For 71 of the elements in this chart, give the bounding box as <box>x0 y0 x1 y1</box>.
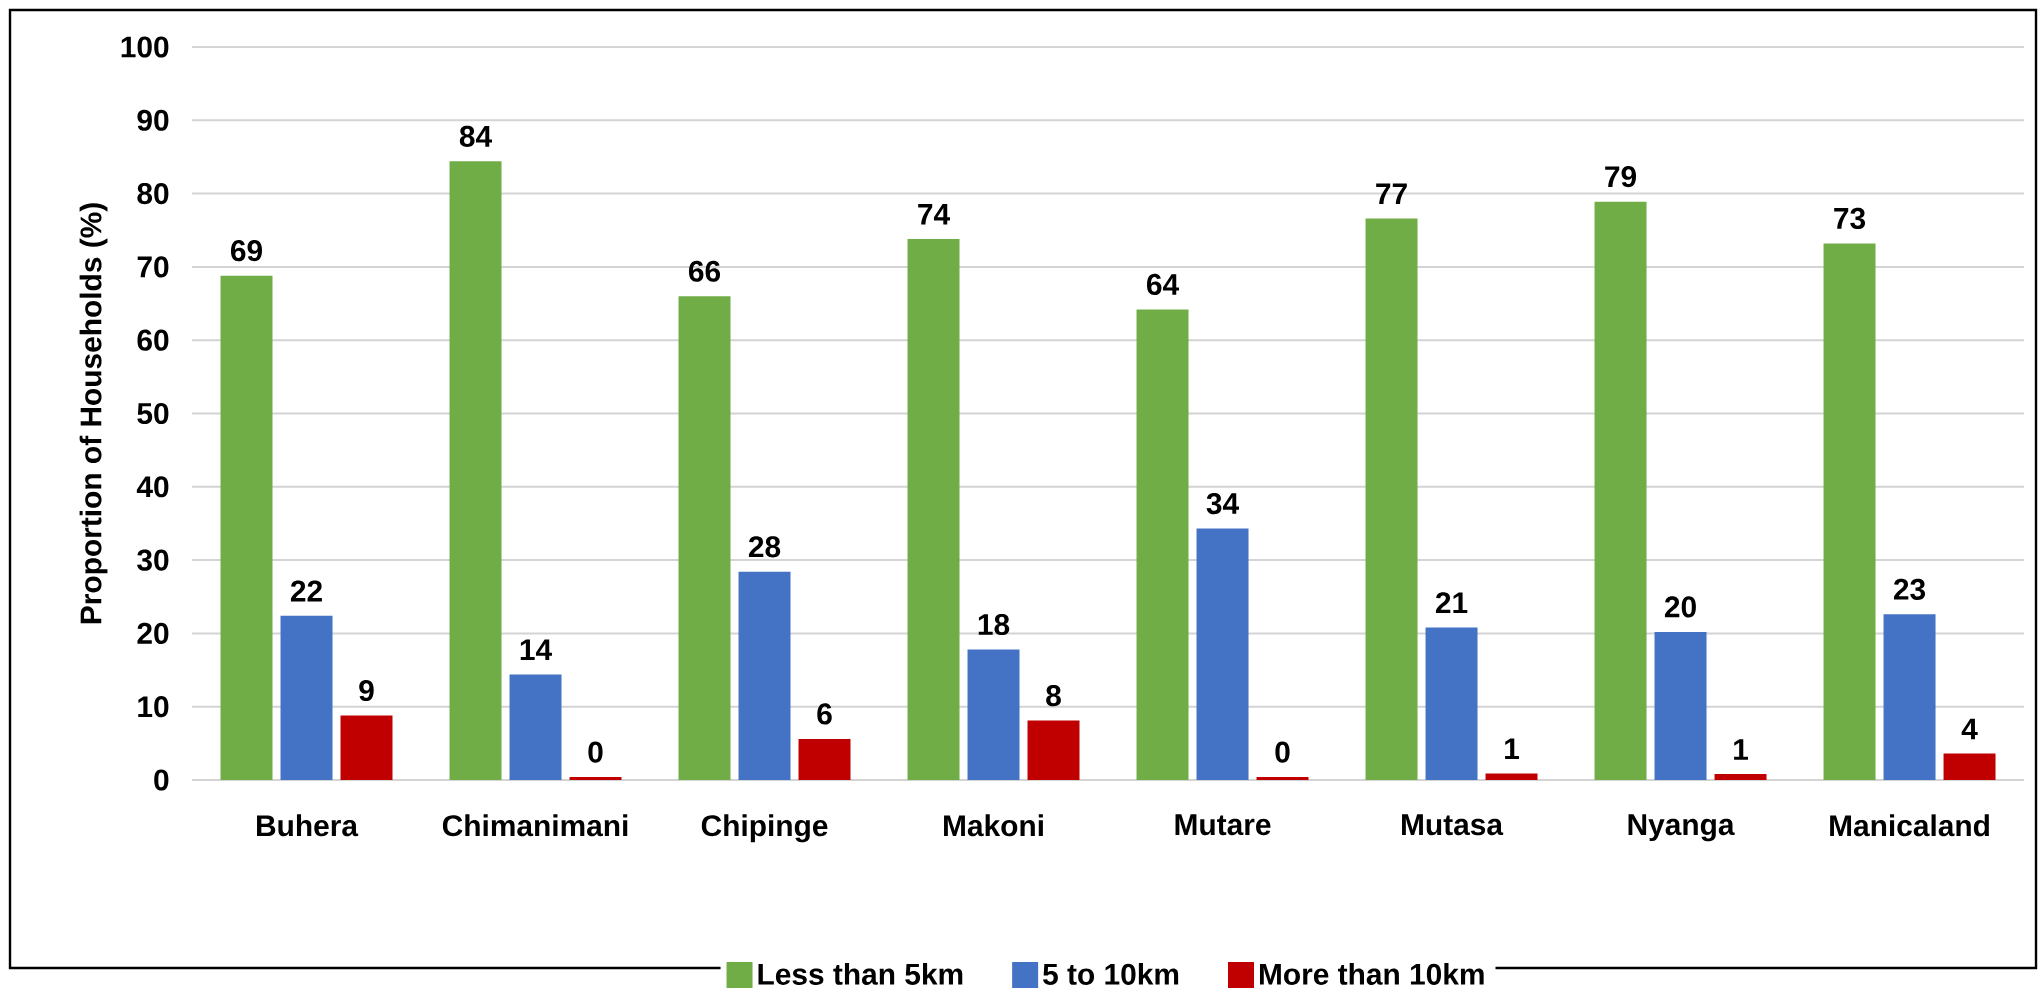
data-label: 9 <box>359 679 374 702</box>
data-label: 20 <box>1664 596 1696 618</box>
y-tick-label: 20 <box>137 622 169 644</box>
data-label: 74 <box>918 204 950 225</box>
y-tick-label: 80 <box>137 182 169 205</box>
data-label: 1 <box>1505 738 1519 759</box>
data-label: 23 <box>1893 578 1926 600</box>
bar <box>738 571 791 780</box>
bar <box>1196 528 1249 780</box>
bar <box>678 296 731 780</box>
bar <box>1136 309 1189 780</box>
bar <box>1714 774 1767 780</box>
data-label: 66 <box>688 260 721 282</box>
bar <box>220 275 273 780</box>
data-label: 28 <box>748 536 781 558</box>
y-tick-label: 90 <box>137 109 169 131</box>
data-label: 73 <box>1834 207 1866 229</box>
data-label: 1 <box>1734 739 1748 760</box>
data-label: 14 <box>520 639 552 660</box>
y-tick-label: 10 <box>138 696 169 718</box>
bar <box>1943 753 1996 780</box>
data-label: 4 <box>1961 718 1978 740</box>
x-tick-label: Mutasa <box>1402 814 1504 836</box>
x-tick-label: Makoni <box>944 814 1043 837</box>
x-tick-label: Manicaland <box>1830 814 1989 837</box>
bar <box>1594 201 1647 780</box>
data-label: 64 <box>1147 273 1179 295</box>
x-tick-label: Chimanimani <box>442 814 628 837</box>
bar <box>1823 243 1876 780</box>
bar <box>1485 773 1538 780</box>
x-tick-label: Mutare <box>1175 814 1271 836</box>
data-label: 18 <box>978 613 1010 636</box>
data-label: 0 <box>1275 741 1290 763</box>
y-tick-label: 100 <box>121 36 169 58</box>
bar <box>569 777 622 780</box>
data-label: 6 <box>817 703 832 725</box>
data-label: 0 <box>588 741 603 763</box>
y-axis-title: Proportion of Households (%) <box>79 203 108 624</box>
data-label: 22 <box>290 580 322 602</box>
y-tick-label: 50 <box>137 402 169 425</box>
bar <box>1256 777 1309 780</box>
bar <box>509 674 562 780</box>
data-label: 8 <box>1046 685 1061 707</box>
x-tick-label: Buhera <box>257 814 359 837</box>
data-label: 21 <box>1435 592 1468 614</box>
bar <box>449 161 502 780</box>
bar <box>798 738 851 780</box>
bar <box>1365 218 1418 780</box>
x-tick-label: Nyanga <box>1628 814 1735 842</box>
bar <box>1654 631 1707 780</box>
bar <box>1883 614 1936 780</box>
bar <box>1027 720 1080 780</box>
data-label: 77 <box>1376 183 1407 205</box>
y-tick-label: 70 <box>137 256 169 278</box>
bar <box>907 238 960 780</box>
y-tick-label: 40 <box>136 476 169 498</box>
legend-label: Less than 5km <box>758 962 963 985</box>
y-tick-label: 0 <box>154 769 169 791</box>
bar <box>967 649 1020 780</box>
bar <box>340 715 393 780</box>
data-label: 34 <box>1206 492 1239 515</box>
y-tick-label: 30 <box>137 549 169 571</box>
data-label: 79 <box>1605 166 1637 188</box>
bar <box>280 615 333 780</box>
legend-label: 5 to 10km <box>1043 962 1179 985</box>
legend-label: More than 10km <box>1259 962 1484 985</box>
data-label: 84 <box>459 125 492 147</box>
x-tick-label: Chipinge <box>701 814 828 843</box>
y-tick-label: 60 <box>137 329 169 351</box>
bar <box>1425 627 1478 780</box>
data-label: 69 <box>230 240 263 262</box>
